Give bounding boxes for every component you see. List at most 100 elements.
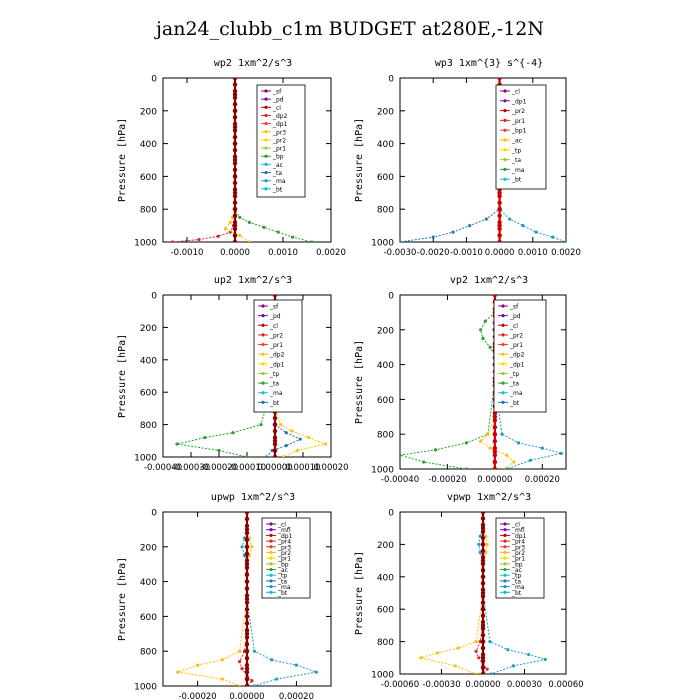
data-point-cl [497, 213, 502, 218]
chart-panel-2: wp3 1xm^{3} s^{-4} Pressure [hPa] 0 200 400 6… [354, 58, 581, 258]
data-point-cl [272, 422, 278, 427]
legend-marker [261, 400, 265, 404]
data-point-pr1 [231, 431, 235, 435]
legend: _sf_pd_cl_dp2_dp1_pr3_pr2 _pr1_bp_ac_ta_m… [256, 84, 306, 198]
legend-label: _pr2 [509, 332, 523, 339]
x-tick-label: -0.00040 [381, 475, 419, 485]
data-point-cl [232, 174, 238, 179]
plot-frame [399, 77, 567, 243]
data-point-cl [244, 537, 250, 543]
y-tick-label: 600 [377, 606, 394, 616]
data-point-cl [480, 632, 486, 638]
data-point-cl [492, 449, 498, 454]
y-tick-label: 800 [140, 421, 157, 431]
legend-marker [261, 352, 265, 356]
y-tick-label: 1000 [134, 683, 157, 693]
legend-label: _bt [277, 590, 288, 597]
legend-label: _dp1 [511, 533, 527, 540]
data-point-tp [468, 224, 472, 228]
chart-title: vp2 1xm^2/s^3 [450, 275, 528, 286]
legend-marker [503, 556, 507, 560]
legend-marker [503, 562, 507, 566]
data-point-pr2 [281, 455, 285, 457]
legend-label: _pr2 [277, 550, 291, 557]
plot-area [418, 512, 547, 674]
legend-marker [269, 567, 273, 572]
legend-marker [269, 550, 273, 555]
legend-marker [261, 381, 265, 385]
data-point-pr1 [245, 455, 249, 457]
y-tick-label: 1000 [371, 671, 394, 681]
data-point-cl [480, 581, 486, 586]
data-point-pr1 [223, 227, 227, 231]
data-point-pr1 [220, 658, 224, 662]
legend-marker [501, 391, 505, 395]
legend-marker [269, 522, 273, 526]
data-point-pr2 [290, 429, 294, 433]
data-point-bp [262, 225, 266, 229]
data-point-cl [232, 187, 238, 192]
y-tick-label: 0 [151, 509, 157, 519]
chart-panel-1: wp2 1xm^2/s^3 Pressure [hPa] 0 200 400 600 800… [117, 58, 346, 258]
data-point-bp [270, 658, 274, 662]
legend-marker [503, 138, 507, 142]
y-tick-label: 800 [377, 431, 394, 441]
data-point-cl [480, 542, 486, 547]
data-point-cl [232, 190, 238, 195]
data-point-bp [511, 664, 516, 668]
data-point-cl [244, 600, 250, 605]
data-point-ac [507, 217, 512, 221]
legend-label: _bt [511, 590, 522, 597]
legend-marker [264, 97, 268, 101]
series-line-pr1 [400, 295, 496, 469]
legend-label: _ac [511, 138, 522, 145]
data-point-cl [244, 565, 250, 570]
legend-label: _bp [511, 561, 523, 568]
legend-label: _ta [509, 381, 519, 388]
data-point-cl [480, 535, 486, 541]
legend-marker [503, 579, 507, 583]
data-point-cl [244, 562, 250, 567]
legend-marker [269, 585, 273, 589]
data-point-cl [232, 134, 238, 140]
legend-marker [261, 304, 265, 308]
chart-panel-3: up2 1xm^2/s^3 Pressure [hPa] 0 200 400 600 800… [117, 275, 349, 473]
x-tick-label: 0.00020 [279, 692, 314, 700]
data-point-dp1 [485, 667, 489, 671]
legend-label: _cl [509, 323, 518, 330]
chart-title: wp3 1xm^{3} s^{-4} [435, 58, 543, 69]
y-axis-label: Pressure [hPa] [354, 551, 365, 635]
x-tick-label: 0.0010 [268, 248, 298, 258]
legend-label: _pr2 [272, 137, 286, 144]
x-tick-label: 0.0010 [518, 248, 548, 258]
data-point-pr1 [485, 542, 489, 547]
data-point-pr2 [512, 460, 516, 464]
y-tick-label: 400 [377, 140, 394, 150]
data-point-pr1 [176, 670, 180, 674]
data-point-cl [244, 676, 250, 682]
data-point-cl [232, 102, 238, 107]
legend-label: _bp [272, 154, 284, 161]
x-tick-label: 0.00030 [507, 680, 542, 690]
y-tick-label: 1000 [134, 454, 157, 464]
data-point-cl [244, 523, 250, 529]
legend-label: _ta [511, 578, 521, 585]
data-point-cl [480, 671, 486, 674]
x-tick-label: 0.00000 [229, 692, 264, 700]
chart-title: wp2 1xm^2/s^3 [214, 58, 292, 69]
plot-area [171, 78, 314, 242]
legend-label: _cl [272, 105, 281, 112]
legend-label: _bp1 [511, 128, 527, 135]
data-point-cl [244, 662, 250, 668]
legend-marker [503, 167, 507, 171]
data-point-pr2 [323, 442, 327, 446]
y-tick-label: 1000 [134, 239, 157, 249]
legend-label: _pr3 [511, 544, 525, 551]
x-tick-label: -0.00020 [200, 463, 238, 473]
legend-marker [264, 179, 268, 183]
data-point-cl [272, 295, 278, 298]
data-point-tp [451, 230, 455, 234]
data-point-cl [480, 613, 486, 618]
y-tick-label: 600 [140, 389, 157, 399]
legend-marker [261, 342, 265, 347]
